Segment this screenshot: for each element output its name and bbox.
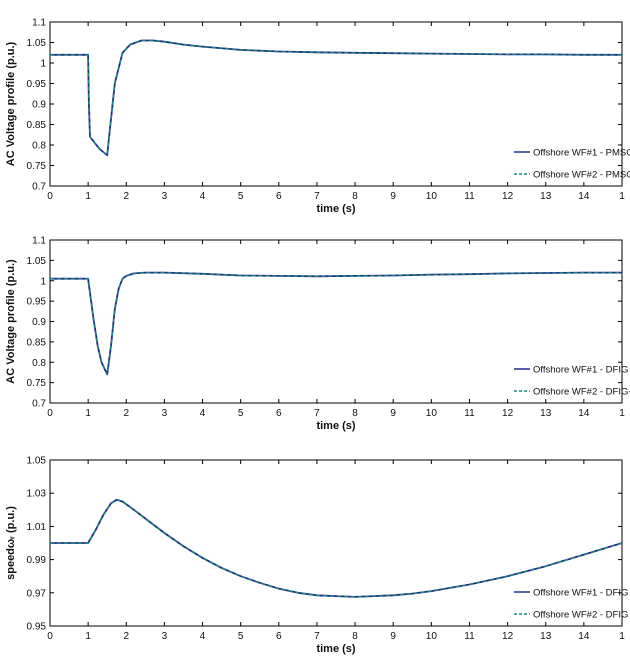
x-tick-label: 5 xyxy=(238,408,244,419)
x-tick-label: 4 xyxy=(200,408,206,419)
x-tick-label: 1 xyxy=(619,408,625,419)
y-tick-label: 0.95 xyxy=(27,297,47,308)
x-tick-label: 10 xyxy=(426,191,438,202)
x-tick-label: 0 xyxy=(47,191,53,202)
x-tick-label: 9 xyxy=(390,631,396,642)
y-tick-label: 1 xyxy=(40,59,46,70)
y-axis-label: speedωᵣ (p.u.) xyxy=(5,506,17,580)
x-tick-label: 8 xyxy=(352,408,358,419)
x-tick-label: 10 xyxy=(426,631,438,642)
series-line-2 xyxy=(50,39,622,156)
x-tick-label: 3 xyxy=(162,631,168,642)
x-tick-label: 4 xyxy=(200,191,206,202)
x-tick-label: 7 xyxy=(314,408,320,419)
legend-label: Offshore WF#1 - PMSG xyxy=(533,148,630,159)
x-tick-label: 1 xyxy=(619,631,625,642)
legend-label: Offshore WF#1 - DFIG xyxy=(533,365,628,376)
y-axis-label: AC Voltage profile (p.u.) xyxy=(5,41,17,166)
y-tick-label: 0.75 xyxy=(27,378,47,389)
x-tick-label: 3 xyxy=(162,408,168,419)
x-tick-label: 14 xyxy=(578,631,590,642)
y-tick-label: 1.05 xyxy=(27,256,47,267)
y-tick-label: 1.1 xyxy=(32,18,46,29)
x-tick-label: 10 xyxy=(426,408,438,419)
y-tick-label: 0.7 xyxy=(32,399,46,410)
x-tick-label: 8 xyxy=(352,631,358,642)
chart-panel-2: 0 1 2 3 4 5 6 7 8 9 10 11 12 13 14 10.70.750.80.850.90.… xyxy=(5,236,630,433)
plot-frame xyxy=(49,459,623,627)
y-tick-label: 0.75 xyxy=(27,161,47,172)
chart-panel-1: 0 1 2 3 4 5 6 7 8 9 10 11 12 13 14 10.70.750.80.850.90.… xyxy=(5,18,630,216)
x-tick-label: 6 xyxy=(276,631,282,642)
x-tick-label: 2 xyxy=(123,191,129,202)
x-axis-label: time (s) xyxy=(316,420,355,432)
y-tick-label: 1.01 xyxy=(27,522,47,533)
plot-frame xyxy=(49,239,623,404)
x-tick-label: 9 xyxy=(390,191,396,202)
x-tick-label: 9 xyxy=(390,408,396,419)
x-tick-label: 5 xyxy=(238,191,244,202)
x-axis-label: time (s) xyxy=(316,643,355,655)
y-tick-label: 0.9 xyxy=(32,317,46,328)
y-axis-label: AC Voltage profile (p.u.) xyxy=(5,259,17,384)
y-tick-label: 1.05 xyxy=(27,456,47,467)
legend-label: Offshore WF#1 - DFIG xyxy=(533,588,628,599)
y-tick-label: 1.03 xyxy=(27,489,47,500)
y-tick-label: 0.9 xyxy=(32,100,46,111)
x-tick-label: 1 xyxy=(85,631,91,642)
y-tick-label: 0.85 xyxy=(27,337,47,348)
legend-label: Offshore WF#2 - PMSG xyxy=(533,170,630,181)
y-tick-label: 0.7 xyxy=(32,182,46,193)
y-tick-label: 0.99 xyxy=(27,555,47,566)
y-tick-label: 1 xyxy=(40,276,46,287)
legend-label: Offshore WF#2 - DFIG- xyxy=(533,387,630,398)
x-tick-label: 13 xyxy=(540,631,552,642)
series-line-1 xyxy=(50,39,622,157)
x-tick-label: 6 xyxy=(276,191,282,202)
y-tick-label: 0.97 xyxy=(27,588,47,599)
x-tick-label: 13 xyxy=(540,191,552,202)
y-tick-label: 0.8 xyxy=(32,141,46,152)
y-tick-label: 0.85 xyxy=(27,120,47,131)
x-tick-label: 12 xyxy=(502,631,514,642)
x-tick-label: 2 xyxy=(123,408,129,419)
x-tick-label: 1 xyxy=(85,408,91,419)
x-tick-label: 5 xyxy=(238,631,244,642)
x-tick-label: 0 xyxy=(47,408,53,419)
y-tick-label: 1.1 xyxy=(32,236,46,247)
x-tick-label: 1 xyxy=(85,191,91,202)
x-tick-label: 7 xyxy=(314,191,320,202)
x-tick-label: 2 xyxy=(123,631,129,642)
x-tick-label: 12 xyxy=(502,191,514,202)
x-tick-label: 13 xyxy=(540,408,552,419)
series-line-2 xyxy=(50,271,622,376)
y-tick-label: 0.95 xyxy=(27,79,47,90)
x-tick-label: 1 xyxy=(619,191,625,202)
x-tick-label: 3 xyxy=(162,191,168,202)
x-tick-label: 14 xyxy=(578,191,590,202)
y-tick-label: 1.05 xyxy=(27,38,47,49)
plot-frame xyxy=(49,21,623,187)
x-tick-label: 7 xyxy=(314,631,320,642)
x-axis-label: time (s) xyxy=(316,203,355,215)
x-tick-label: 0 xyxy=(47,631,53,642)
x-tick-label: 11 xyxy=(464,631,475,642)
x-tick-label: 11 xyxy=(464,191,475,202)
x-tick-label: 6 xyxy=(276,408,282,419)
series-line-2 xyxy=(50,499,623,598)
series-line-1 xyxy=(50,498,623,598)
x-tick-label: 12 xyxy=(502,408,514,419)
x-tick-label: 14 xyxy=(578,408,590,419)
legend-label: Offshore WF#2 - DFIG xyxy=(533,610,628,621)
y-tick-label: 0.95 xyxy=(27,622,47,633)
y-tick-label: 0.8 xyxy=(32,358,46,369)
series-line-1 xyxy=(50,271,622,376)
chart-panel-3: 0 1 2 3 4 5 6 7 8 9 10 11 12 13 14 10.950.970.991.011.0… xyxy=(5,456,628,656)
x-tick-label: 11 xyxy=(464,408,475,419)
x-tick-label: 8 xyxy=(352,191,358,202)
x-tick-label: 4 xyxy=(200,631,206,642)
